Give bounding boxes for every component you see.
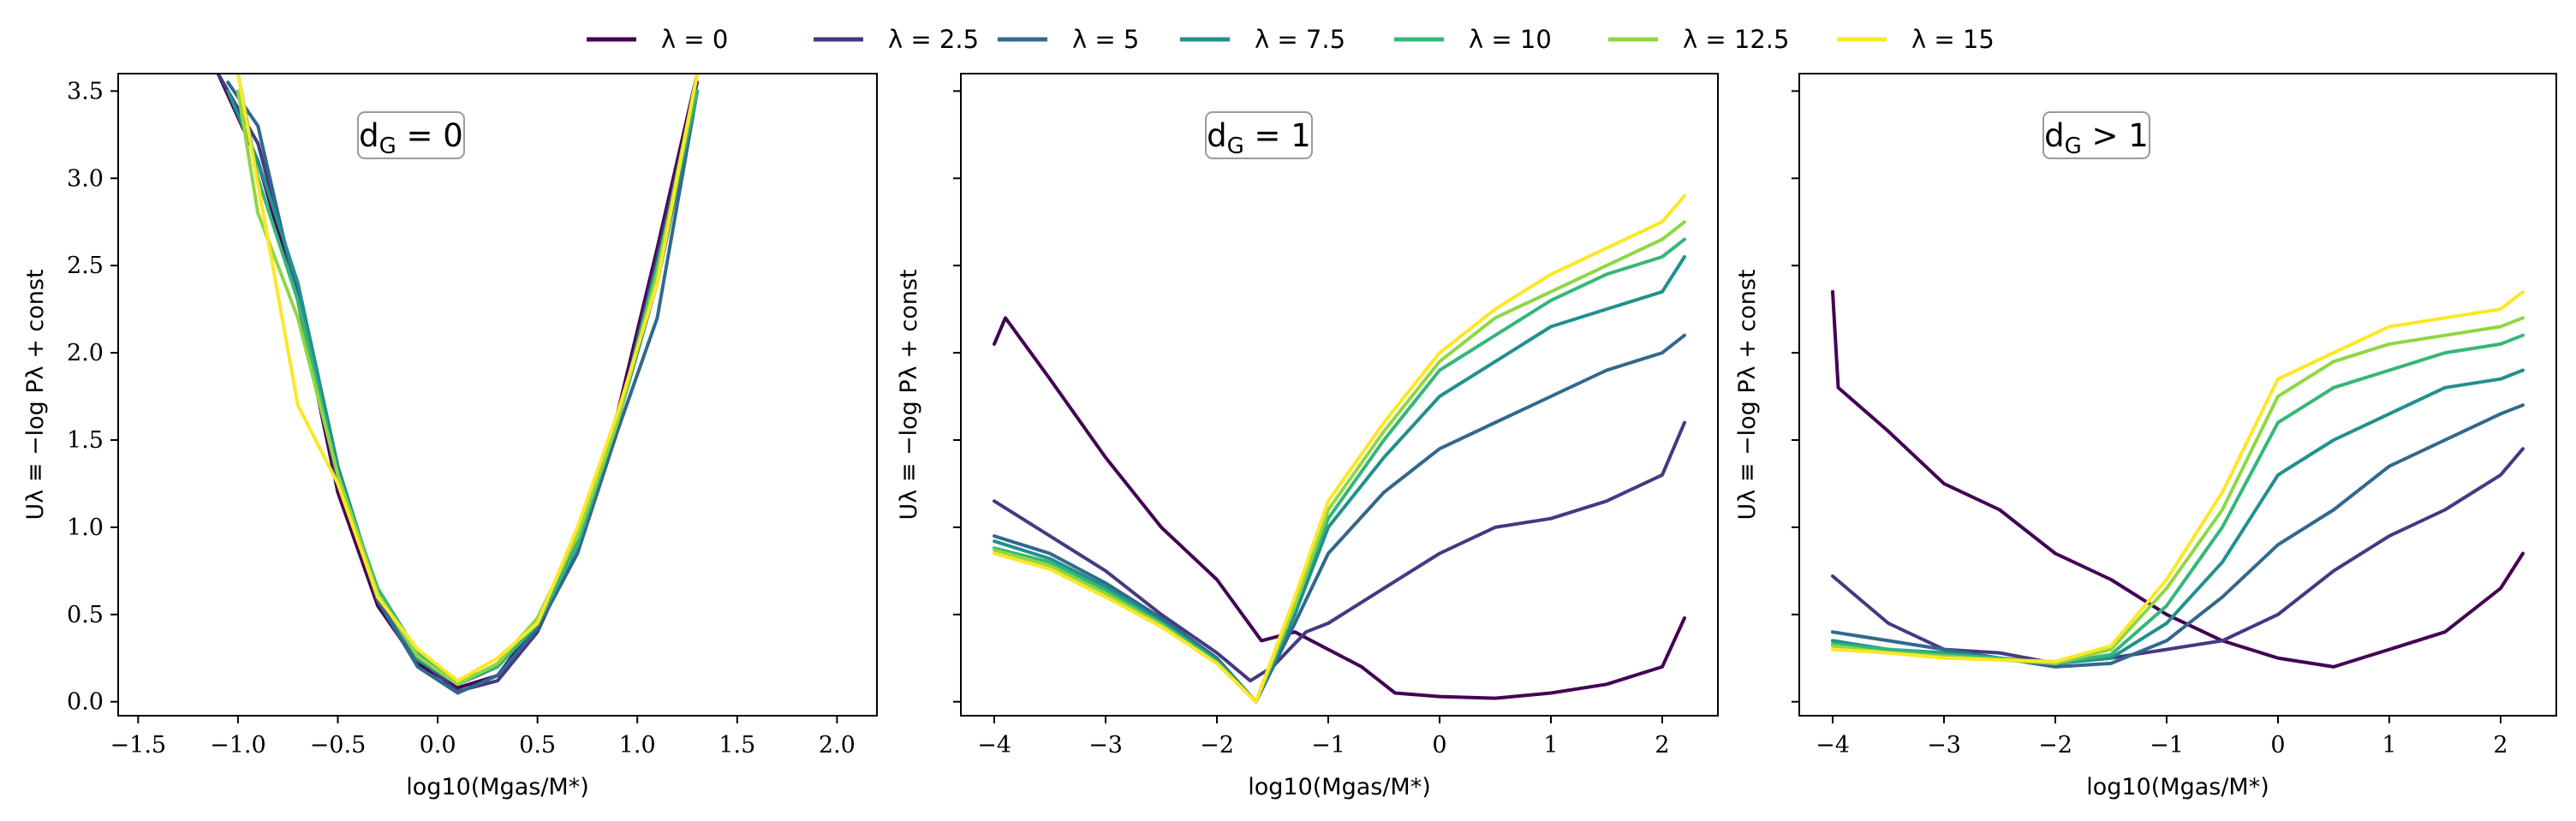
series-line <box>993 237 1686 704</box>
x-tick-label: −1 <box>1311 732 1345 759</box>
x-tick-label: 2 <box>1655 732 1669 759</box>
annotation-text: dG > 1 <box>2044 117 2149 159</box>
annotation-box <box>357 111 465 159</box>
x-tick-label: 0 <box>1432 732 1446 759</box>
series-line <box>993 220 1686 704</box>
y-tick-label: 2.0 <box>67 340 104 366</box>
x-tick-label: 2 <box>2493 732 2507 759</box>
x-tick-label: −2 <box>2038 732 2072 759</box>
x-tick-label: 1 <box>1543 732 1558 759</box>
x-tick-label: 0 <box>2270 732 2285 759</box>
series-group <box>993 193 1686 704</box>
legend-entry: λ = 5 <box>998 25 1139 54</box>
legend-entry: λ = 7.5 <box>1180 25 1345 54</box>
series-line <box>993 420 1686 683</box>
x-tick-label: −4 <box>977 732 1011 759</box>
series-group <box>216 74 700 695</box>
x-axis-label: log10(Mgas/M*) <box>1248 774 1431 800</box>
legend-label: λ = 0 <box>661 25 728 54</box>
x-axis-label: log10(Mgas/M*) <box>2086 774 2269 800</box>
legend-label: λ = 15 <box>1911 25 1995 54</box>
series-line <box>1831 289 2525 669</box>
x-tick-label: −1 <box>2150 732 2184 759</box>
y-tick-label: 2.5 <box>67 253 104 279</box>
plot-frame <box>960 73 1719 717</box>
x-tick-label: −2 <box>1200 732 1234 759</box>
y-axis-label: Uλ ≡ −log Pλ + const <box>22 269 49 520</box>
series-group <box>1831 289 2525 669</box>
series-line <box>993 316 1686 700</box>
y-tick-label: 3.5 <box>67 78 104 104</box>
y-axis-label: Uλ ≡ −log Pλ + const <box>896 269 922 520</box>
legend-label: λ = 2.5 <box>888 25 979 54</box>
y-tick-label: 0.0 <box>67 689 104 716</box>
series-line <box>1831 289 2525 663</box>
x-tick-label: −1.5 <box>110 732 167 759</box>
annotation-text: dG = 1 <box>1207 117 1311 159</box>
x-tick-label: 0.5 <box>519 732 556 759</box>
legend-entry: λ = 2.5 <box>814 25 979 54</box>
legend-entry: λ = 12.5 <box>1608 25 1789 54</box>
y-tick-label: 0.5 <box>67 602 104 628</box>
x-tick-label: −3 <box>1088 732 1123 759</box>
y-tick-label: 1.0 <box>67 515 104 541</box>
annotation-box <box>2042 111 2150 159</box>
y-tick-label: 1.5 <box>67 427 104 454</box>
x-tick-label: 2.0 <box>819 732 856 759</box>
legend-entry: λ = 10 <box>1394 25 1552 54</box>
series-line <box>1831 333 2525 665</box>
legend-entry: λ = 15 <box>1837 25 1995 54</box>
plot-frame <box>117 73 878 717</box>
x-tick-label: −3 <box>1927 732 1961 759</box>
legend-label: λ = 12.5 <box>1683 25 1789 54</box>
series-line <box>1831 403 2525 669</box>
legend-label: λ = 7.5 <box>1255 25 1345 54</box>
x-tick-label: 1.5 <box>719 732 755 759</box>
legend-label: λ = 5 <box>1072 25 1139 54</box>
x-tick-label: −1.0 <box>210 732 266 759</box>
chart-panel-3: −4 −3 −2 −1 0 1 2 log10(Mgas/M*) Uλ ≡ −log Pλ + … <box>1734 73 2557 800</box>
series-line <box>236 74 700 687</box>
x-tick-label: 1.0 <box>619 732 656 759</box>
y-tick-label: 3.0 <box>67 165 104 192</box>
legend: λ = 0 λ = 2.5 λ = 5 λ = 7.5 λ = 10 λ = 12.5 λ … <box>587 25 1995 54</box>
legend-label: λ = 10 <box>1469 25 1552 54</box>
series-line <box>993 333 1686 704</box>
y-axis-label: Uλ ≡ −log Pλ + const <box>1734 269 1761 520</box>
x-tick-label: −0.5 <box>310 732 367 759</box>
panels: −1.5 −1.0 −0.5 0.0 0.5 1.0 1.5 2.0 0.0 0.5 1.0 1.5 2… <box>22 73 2557 800</box>
x-tick-label: −4 <box>1816 732 1850 759</box>
plot-frame <box>1798 73 2557 717</box>
chart-panel-1: −1.5 −1.0 −0.5 0.0 0.5 1.0 1.5 2.0 0.0 0.5 1.0 1.5 2… <box>22 73 878 800</box>
legend-entry: λ = 0 <box>587 25 728 54</box>
annotation-box <box>1205 111 1313 159</box>
series-line <box>993 255 1686 704</box>
x-axis-label: log10(Mgas/M*) <box>406 774 589 800</box>
series-line <box>993 193 1686 704</box>
chart-panel-2: −4 −3 −2 −1 0 1 2 log10(Mgas/M*) Uλ ≡ −log Pλ + … <box>896 73 1719 800</box>
x-tick-label: 1 <box>2382 732 2396 759</box>
series-line <box>236 74 700 683</box>
annotation-text: dG = 0 <box>359 117 463 159</box>
x-tick-label: 0.0 <box>420 732 456 759</box>
